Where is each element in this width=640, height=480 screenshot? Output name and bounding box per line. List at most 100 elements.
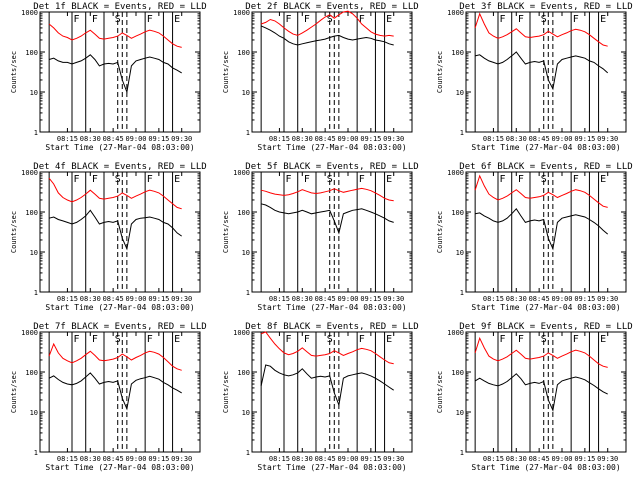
x-tick-label: 08:15 — [57, 455, 78, 463]
events-series-line — [260, 25, 394, 46]
events-series-line — [474, 51, 609, 91]
y-axis-label: Counts/sec — [436, 211, 444, 253]
x-tick-label: 08:45 — [529, 295, 550, 303]
x-tick-label: 08:45 — [529, 135, 550, 143]
region-letter: F — [92, 174, 98, 185]
x-tick-label: 09:00 — [337, 135, 358, 143]
region-letter: F — [518, 14, 524, 25]
y-tick-label: 100 — [237, 49, 250, 57]
x-tick-label: 09:15 — [574, 455, 595, 463]
x-axis-label: Start Time (27-Mar-04 08:03:00) — [471, 143, 620, 152]
y-tick-label: 1000 — [447, 169, 464, 177]
x-tick-label: 08:15 — [483, 455, 504, 463]
y-tick-label: 1 — [460, 449, 464, 457]
panel-det-5: Det 5f BLACK = Events, RED = LLD Counts/s… — [222, 162, 419, 312]
lld-series-line — [260, 10, 394, 37]
plot-frame — [251, 11, 413, 133]
panel-title: Det 9f BLACK = Events, RED = LLD — [459, 322, 632, 332]
x-tick-label: 08:30 — [506, 295, 527, 303]
y-tick-label: 100 — [451, 49, 464, 57]
x-tick-label: 08:15 — [483, 135, 504, 143]
region-letter: E — [600, 334, 606, 345]
plot-frame — [465, 11, 627, 133]
region-letter: S — [115, 14, 121, 25]
panel-det-9: Det 9f BLACK = Events, RED = LLD Counts/s… — [436, 322, 633, 472]
y-tick-label: 1000 — [233, 9, 250, 17]
y-tick-label: 1 — [460, 129, 464, 137]
lld-series-line — [48, 177, 182, 210]
region-letter: F — [147, 174, 153, 185]
region-letter: F — [147, 14, 153, 25]
y-tick-label: 10 — [456, 249, 464, 257]
x-axis-label: Start Time (27-Mar-04 08:03:00) — [45, 463, 194, 472]
y-tick-label: 10 — [30, 409, 38, 417]
x-axis-label: Start Time (27-Mar-04 08:03:00) — [257, 303, 406, 312]
region-letter: S — [541, 334, 547, 345]
region-letter: F — [500, 334, 506, 345]
region-letter: E — [174, 174, 180, 185]
x-tick-label: 09:00 — [125, 455, 146, 463]
region-letter: S — [327, 334, 333, 345]
region-letter: F — [286, 14, 292, 25]
x-tick-label: 09:15 — [148, 135, 169, 143]
region-letter: F — [304, 334, 310, 345]
panel-det-3: Det 3f BLACK = Events, RED = LLD Counts/s… — [436, 2, 633, 152]
y-tick-label: 100 — [451, 369, 464, 377]
y-tick-label: 10 — [242, 409, 250, 417]
y-tick-label: 10 — [242, 89, 250, 97]
lld-series-line — [260, 187, 394, 202]
events-series-line — [48, 209, 182, 251]
x-tick-label: 09:30 — [171, 295, 192, 303]
region-letter: F — [500, 174, 506, 185]
lld-series-line — [260, 331, 394, 365]
panel-title: Det 5f BLACK = Events, RED = LLD — [245, 162, 418, 172]
region-letter: E — [174, 334, 180, 345]
region-letter: S — [115, 334, 121, 345]
y-tick-label: 100 — [25, 369, 38, 377]
y-tick-label: 100 — [451, 209, 464, 217]
x-tick-label: 09:00 — [551, 295, 572, 303]
panel-title: Det 3f BLACK = Events, RED = LLD — [459, 2, 632, 12]
region-letter: F — [74, 14, 80, 25]
region-letter: E — [174, 14, 180, 25]
y-tick-label: 1000 — [21, 9, 38, 17]
x-tick-label: 09:00 — [551, 455, 572, 463]
x-axis-label: Start Time (27-Mar-04 08:03:00) — [45, 143, 194, 152]
region-letter: E — [600, 174, 606, 185]
x-tick-label: 08:15 — [483, 295, 504, 303]
x-tick-label: 08:30 — [292, 455, 313, 463]
region-letter: F — [286, 334, 292, 345]
plot-frame — [465, 331, 627, 453]
panel-det-6: Det 6f BLACK = Events, RED = LLD Counts/s… — [436, 162, 633, 312]
y-tick-label: 10 — [30, 249, 38, 257]
lld-series-line — [48, 342, 182, 371]
panel-title: Det 8f BLACK = Events, RED = LLD — [245, 322, 418, 332]
region-letter: F — [147, 334, 153, 345]
x-tick-label: 08:45 — [529, 455, 550, 463]
plot-frame — [465, 171, 627, 293]
y-axis-label: Counts/sec — [222, 211, 230, 253]
plot-frame — [39, 331, 201, 453]
region-letter: E — [386, 14, 392, 25]
region-letter: F — [500, 14, 506, 25]
region-letter: F — [92, 334, 98, 345]
region-letter: S — [541, 174, 547, 185]
y-tick-label: 1 — [460, 289, 464, 297]
y-tick-label: 1000 — [447, 329, 464, 337]
panel-det-2: Det 2f BLACK = Events, RED = LLD Counts/s… — [222, 2, 419, 152]
x-tick-label: 08:45 — [315, 455, 336, 463]
x-axis-label: Start Time (27-Mar-04 08:03:00) — [471, 463, 620, 472]
x-tick-label: 08:15 — [269, 135, 290, 143]
x-tick-label: 08:45 — [103, 135, 124, 143]
x-tick-label: 08:15 — [57, 295, 78, 303]
y-tick-label: 10 — [30, 89, 38, 97]
panel-title: Det 2f BLACK = Events, RED = LLD — [245, 2, 418, 12]
y-axis-label: Counts/sec — [10, 211, 18, 253]
y-axis-label: Counts/sec — [436, 51, 444, 93]
x-axis-label: Start Time (27-Mar-04 08:03:00) — [257, 143, 406, 152]
region-letter: S — [327, 174, 333, 185]
x-tick-label: 08:45 — [315, 135, 336, 143]
region-letter: F — [359, 334, 365, 345]
plot-frame — [251, 331, 413, 453]
